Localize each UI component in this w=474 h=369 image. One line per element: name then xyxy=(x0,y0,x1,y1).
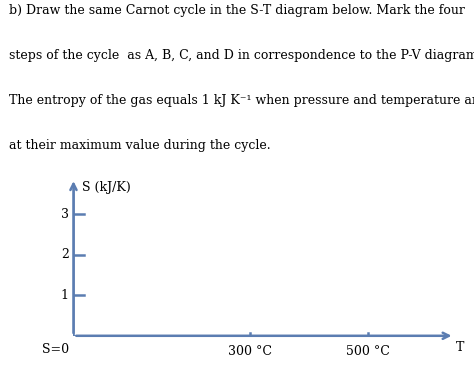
Text: 3: 3 xyxy=(61,207,69,221)
Text: steps of the cycle  as A, B, C, and D in correspondence to the P-V diagram.: steps of the cycle as A, B, C, and D in … xyxy=(9,49,474,62)
Text: 300 °C: 300 °C xyxy=(228,345,272,358)
Text: The entropy of the gas equals 1 kJ K⁻¹ when pressure and temperature are: The entropy of the gas equals 1 kJ K⁻¹ w… xyxy=(9,94,474,107)
Text: S (kJ/K): S (kJ/K) xyxy=(82,181,130,194)
Text: S=0: S=0 xyxy=(42,343,69,356)
Text: T: T xyxy=(456,341,465,354)
Text: 2: 2 xyxy=(61,248,69,261)
Text: 1: 1 xyxy=(61,289,69,302)
Text: 500 °C: 500 °C xyxy=(346,345,390,358)
Text: b) Draw the same Carnot cycle in the S-T diagram below. Mark the four: b) Draw the same Carnot cycle in the S-T… xyxy=(9,4,465,17)
Text: at their maximum value during the cycle.: at their maximum value during the cycle. xyxy=(9,139,271,152)
